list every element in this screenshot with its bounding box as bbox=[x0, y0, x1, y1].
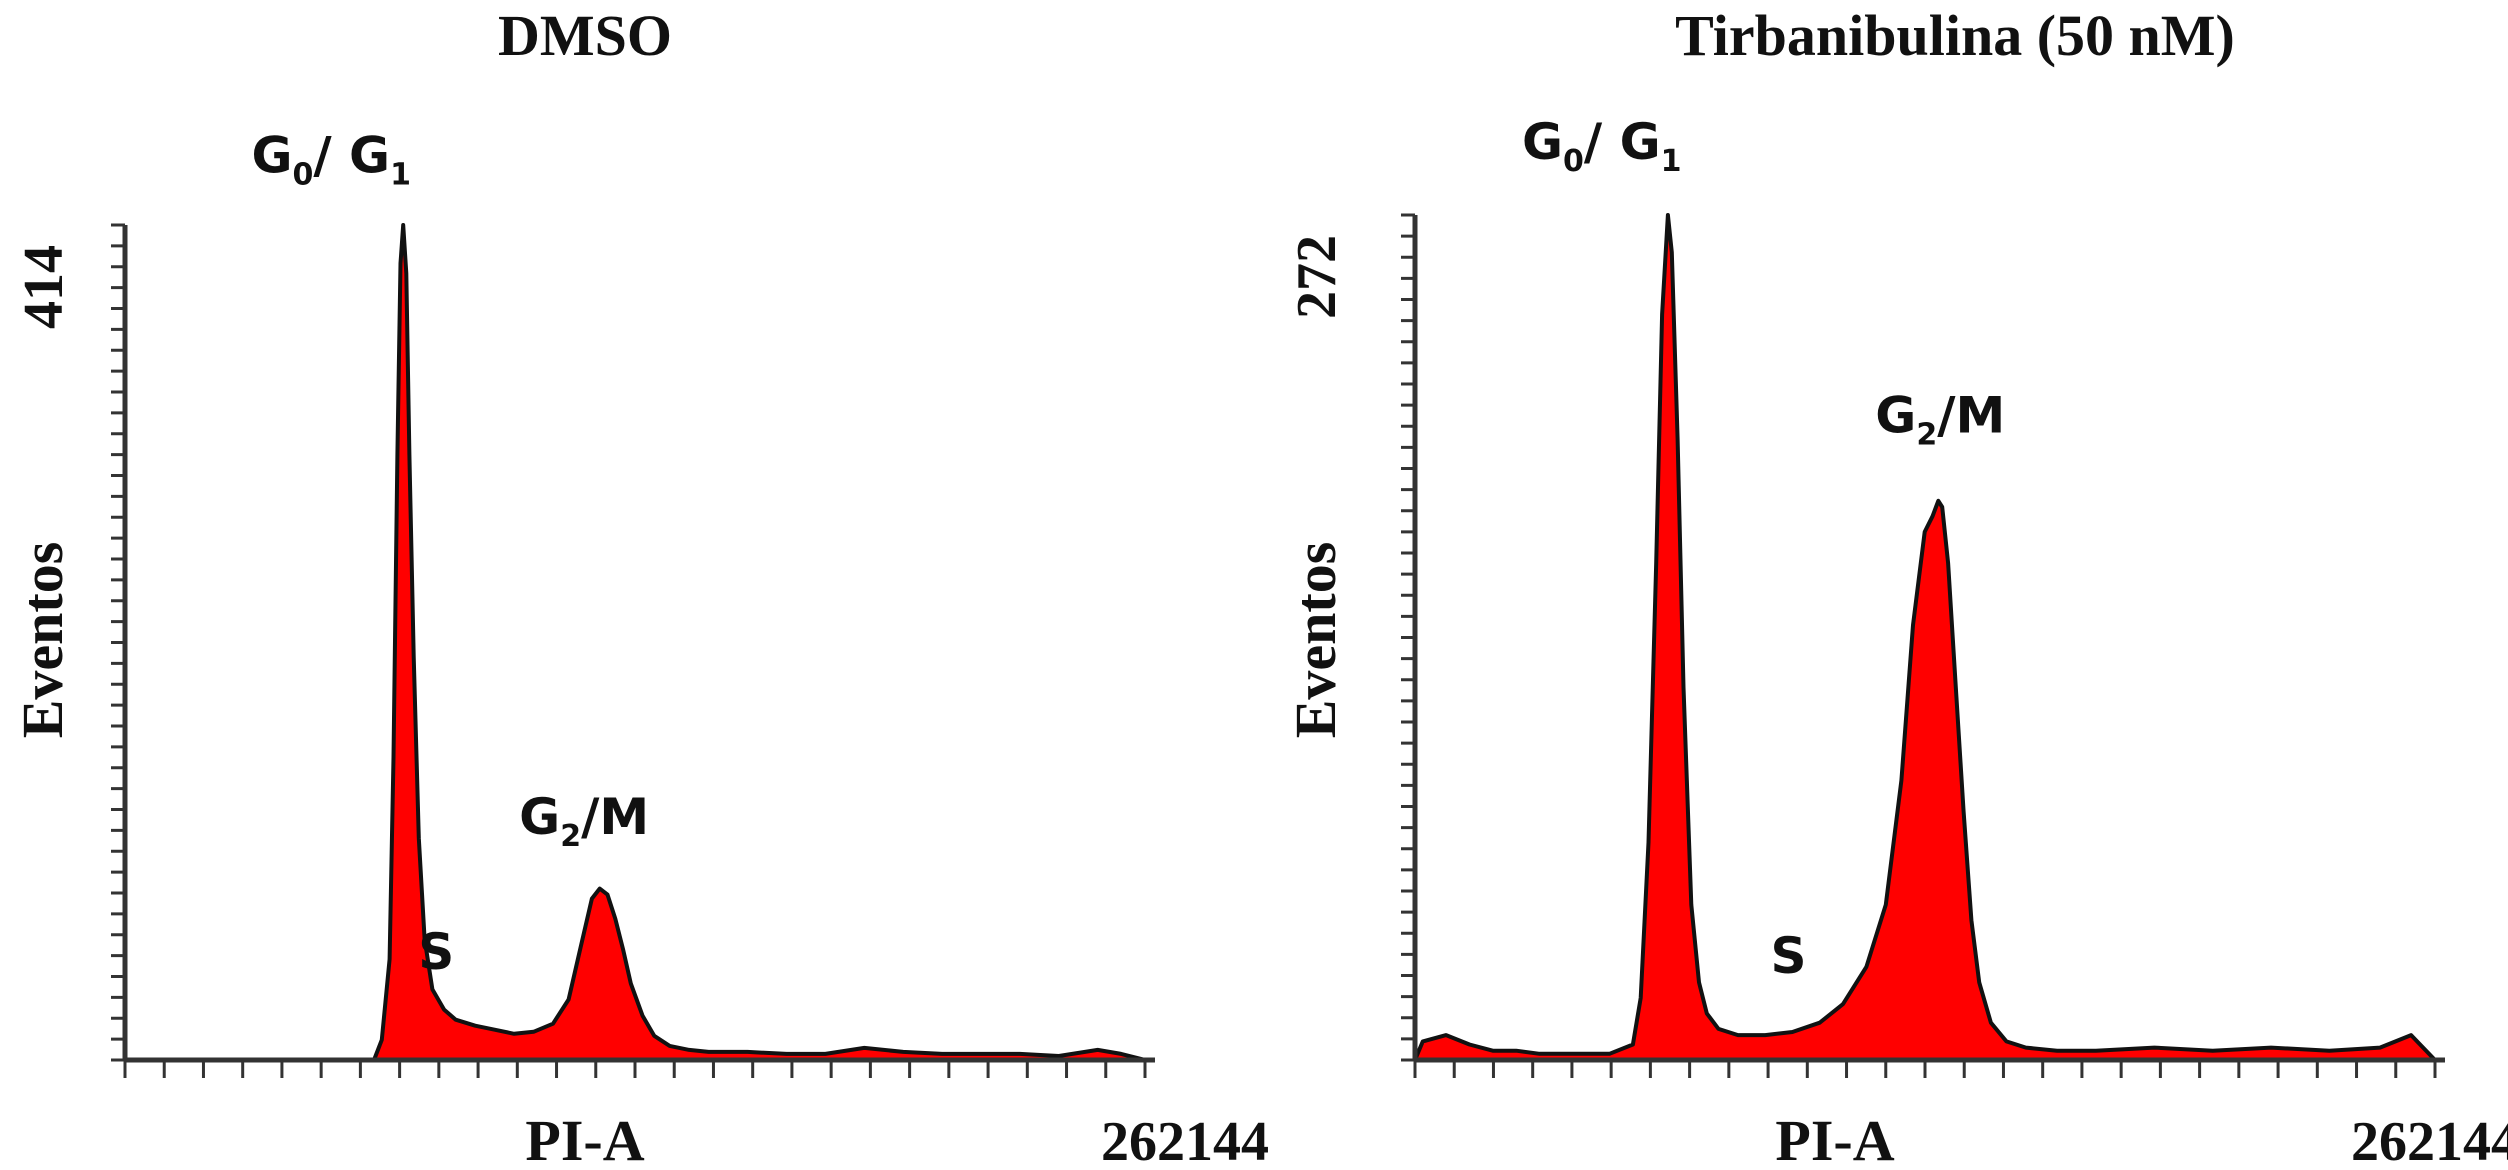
x-tick-label-max: 262144 bbox=[1101, 1111, 1269, 1170]
histogram-series bbox=[123, 223, 1147, 1062]
y-tick-label-max: 414 bbox=[13, 245, 75, 329]
phase-label: S bbox=[418, 923, 454, 981]
y-axis-label: Eventos bbox=[10, 542, 75, 739]
y-axis-label: Eventos bbox=[1283, 542, 1348, 739]
phase-label: G0/ G1 bbox=[251, 127, 411, 193]
x-axis-label: PI-A bbox=[525, 1108, 644, 1170]
histogram-series bbox=[1413, 213, 2437, 1062]
phase-label: G2/M bbox=[519, 788, 649, 854]
x-axis-label: PI-A bbox=[1775, 1108, 1894, 1170]
x-tick-label-max: 262144 bbox=[2351, 1111, 2508, 1170]
histogram-panel-tirbanibulina: Tirbanibulina (50 nM) PI-A 262144 Eventos 27… bbox=[1283, 3, 2508, 1170]
phase-label: G0/ G1 bbox=[1522, 113, 1682, 179]
histogram-panel-dmso: DMSO PI-A 262144 Eventos 414 G0/ G1 S G2/M bbox=[10, 3, 1269, 1170]
panel-title: Tirbanibulina (50 nM) bbox=[1675, 3, 2235, 68]
phase-label: S bbox=[1771, 927, 1807, 985]
y-tick-label-max: 272 bbox=[1286, 235, 1348, 319]
panel-title: DMSO bbox=[498, 3, 672, 68]
phase-label: G2/M bbox=[1875, 386, 2005, 452]
